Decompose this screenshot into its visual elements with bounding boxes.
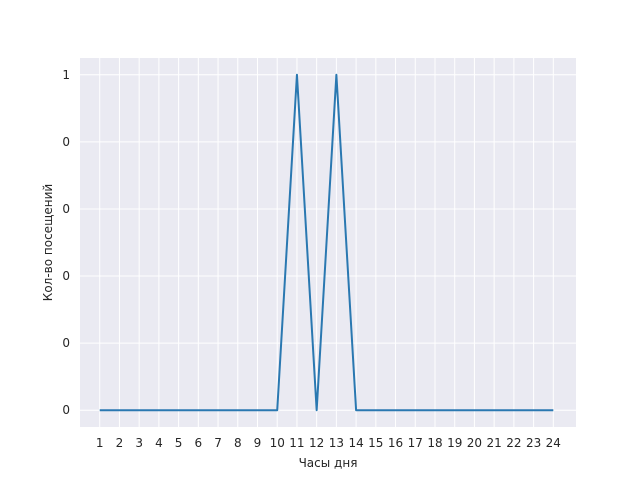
y-tick-labels: 0 0 0 0 0 1 — [62, 68, 70, 417]
x-tick-label: 7 — [214, 436, 222, 450]
x-tick-label: 11 — [289, 436, 304, 450]
y-tick-label: 1 — [62, 68, 70, 82]
y-tick-label: 0 — [62, 403, 70, 417]
x-tick-label: 13 — [329, 436, 344, 450]
x-tick-label: 18 — [427, 436, 442, 450]
plot-area — [80, 58, 576, 427]
x-tick-label: 20 — [467, 436, 482, 450]
x-tick-label: 1 — [96, 436, 104, 450]
x-tick-label: 2 — [116, 436, 124, 450]
x-tick-label: 4 — [155, 436, 163, 450]
y-tick-label: 0 — [62, 269, 70, 283]
x-tick-label: 15 — [368, 436, 383, 450]
grid-lines — [80, 58, 576, 427]
series-line — [99, 73, 554, 412]
x-tick-label: 8 — [234, 436, 242, 450]
x-tick-label: 16 — [388, 436, 403, 450]
x-tick-label: 23 — [526, 436, 541, 450]
x-tick-label: 5 — [175, 436, 183, 450]
x-tick-label: 21 — [487, 436, 502, 450]
x-tick-labels: 1 2 3 4 5 6 7 8 9 10 11 12 13 14 15 16 17 18 19 20 21 22 23 24 — [96, 436, 561, 450]
x-tick-label: 19 — [447, 436, 462, 450]
x-tick-label: 14 — [348, 436, 363, 450]
y-axis-title: Кол-во посещений — [41, 184, 55, 301]
series-group — [99, 73, 554, 412]
x-tick-label: 6 — [195, 436, 203, 450]
y-tick-label: 0 — [62, 135, 70, 149]
x-tick-label: 9 — [254, 436, 262, 450]
y-tick-label: 0 — [62, 202, 70, 216]
x-tick-label: 24 — [546, 436, 561, 450]
x-tick-label: 10 — [270, 436, 285, 450]
x-axis-title: Часы дня — [299, 456, 358, 470]
x-tick-label: 12 — [309, 436, 324, 450]
x-tick-label: 3 — [135, 436, 143, 450]
x-tick-label: 22 — [506, 436, 521, 450]
x-tick-label: 17 — [408, 436, 423, 450]
y-tick-label: 0 — [62, 336, 70, 350]
